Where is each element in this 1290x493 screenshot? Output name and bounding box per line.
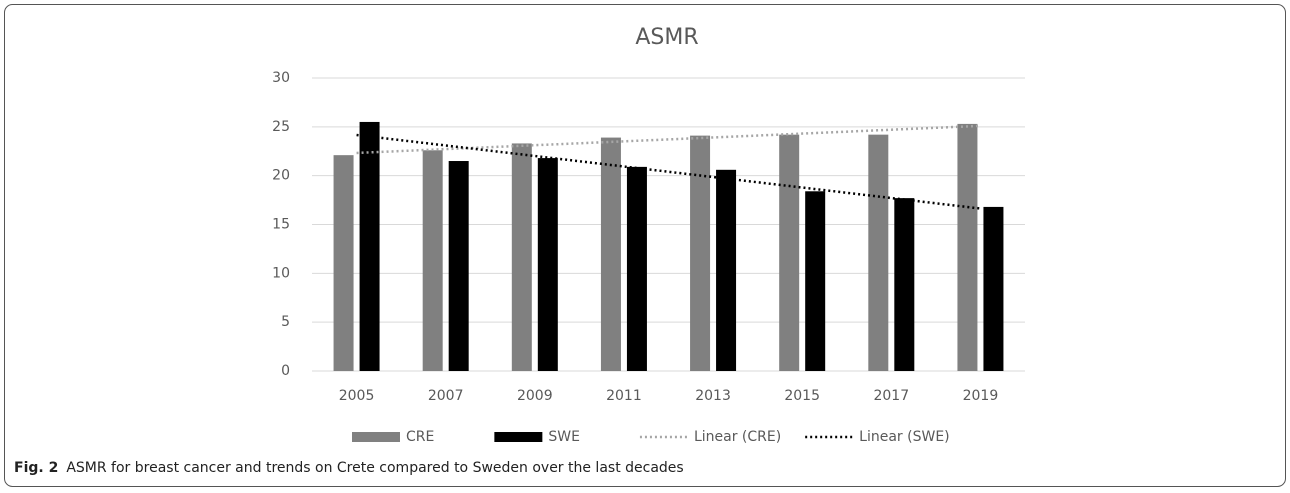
frame [4, 4, 1286, 487]
x-tick-label: 2019 [963, 388, 999, 404]
caption-label: Fig. 2 [14, 460, 58, 476]
x-tick-label: 2007 [428, 388, 464, 404]
x-tick-label: 2015 [784, 388, 820, 404]
bar [779, 134, 800, 371]
x-tick-label: 2017 [873, 388, 909, 404]
bar [537, 158, 558, 371]
legend-swatch [494, 432, 543, 442]
trendline [356, 124, 981, 155]
caption-text: ASMR for breast cancer and trends on Cre… [66, 460, 683, 476]
x-tick-label: 2005 [339, 388, 375, 404]
y-tick-label: 10 [272, 265, 290, 281]
x-tick-label: 2009 [517, 388, 553, 404]
bar [333, 155, 354, 371]
x-tick-label: 2011 [606, 388, 642, 404]
bar [716, 169, 737, 371]
caption: Fig. 2 ASMR for breast cancer and trends … [14, 460, 684, 476]
bar [511, 143, 532, 371]
bar [600, 137, 621, 371]
legend-label: Linear (CRE) [694, 429, 781, 445]
y-tick-label: 5 [281, 314, 290, 330]
bar [422, 150, 443, 371]
bar [983, 206, 1004, 371]
y-tick-label: 0 [281, 363, 290, 379]
bar [626, 166, 647, 371]
bar [894, 198, 915, 371]
bar [690, 135, 711, 371]
bar [957, 123, 978, 371]
chart-title: ASMR [635, 25, 698, 50]
y-tick-label: 20 [272, 168, 290, 184]
y-tick-label: 15 [272, 217, 290, 233]
y-tick-label: 30 [272, 70, 290, 86]
legend-swatch [352, 432, 400, 442]
bar [448, 161, 469, 371]
y-tick-label: 25 [272, 119, 290, 135]
bar [359, 121, 380, 371]
bar [868, 134, 889, 371]
legend-label: SWE [548, 429, 580, 445]
x-tick-label: 2013 [695, 388, 731, 404]
legend-label: CRE [406, 429, 434, 445]
bar [805, 191, 826, 371]
legend-label: Linear (SWE) [859, 429, 949, 445]
